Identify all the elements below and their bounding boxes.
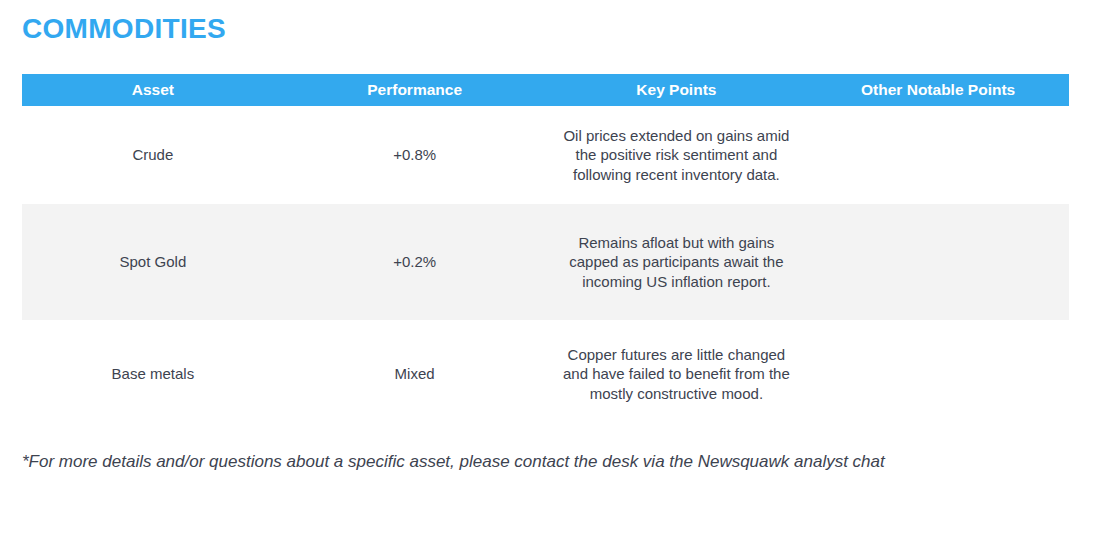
key-points-cell: Remains afloat but with gains capped as … <box>546 204 808 320</box>
key-points-cell: Copper futures are little changed and ha… <box>546 320 808 428</box>
asset-value: Crude <box>132 145 173 165</box>
performance-value: Mixed <box>395 364 435 384</box>
column-header-key-points: Key Points <box>546 81 808 99</box>
key-points-text: Oil prices extended on gains amid the po… <box>562 126 790 185</box>
footnote: *For more details and/or questions about… <box>22 452 1032 472</box>
performance-value: +0.8% <box>393 145 436 165</box>
key-points-text: Copper futures are little changed and ha… <box>562 345 790 404</box>
commodities-table: Asset Performance Key Points Other Notab… <box>22 74 1069 428</box>
performance-cell: +0.8% <box>284 106 546 204</box>
table-row-crude: Crude +0.8% Oil prices extended on gains… <box>22 106 1069 204</box>
page-title: COMMODITIES <box>22 13 226 45</box>
performance-value: +0.2% <box>393 252 436 272</box>
table-row-spot-gold: Spot Gold +0.2% Remains afloat but with … <box>22 204 1069 320</box>
column-header-performance: Performance <box>284 81 546 99</box>
asset-value: Spot Gold <box>120 252 187 272</box>
asset-cell: Spot Gold <box>22 204 284 320</box>
asset-cell: Crude <box>22 106 284 204</box>
key-points-cell: Oil prices extended on gains amid the po… <box>546 106 808 204</box>
asset-cell: Base metals <box>22 320 284 428</box>
column-header-asset: Asset <box>22 81 284 99</box>
table-header-row: Asset Performance Key Points Other Notab… <box>22 74 1069 106</box>
column-header-other-notable-points: Other Notable Points <box>807 81 1069 99</box>
other-notable-points-cell <box>807 320 1069 428</box>
performance-cell: +0.2% <box>284 204 546 320</box>
performance-cell: Mixed <box>284 320 546 428</box>
asset-value: Base metals <box>112 364 195 384</box>
other-notable-points-cell <box>807 106 1069 204</box>
table-row-base-metals: Base metals Mixed Copper futures are lit… <box>22 320 1069 428</box>
key-points-text: Remains afloat but with gains capped as … <box>562 233 790 292</box>
other-notable-points-cell <box>807 204 1069 320</box>
